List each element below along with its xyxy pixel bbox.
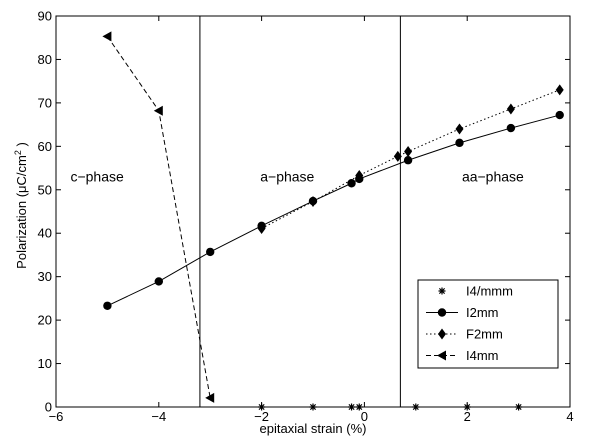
- legend-item-i4mm: I4mm: [426, 348, 499, 363]
- x-tick-label: −2: [254, 409, 269, 424]
- series-line-i2mm: [107, 114, 560, 307]
- data-point-i2mm: [347, 179, 356, 188]
- y-axis-label-main: Polarization (μC/cm: [14, 155, 29, 269]
- data-point-i2mm: [154, 277, 163, 286]
- legend-label-f2mm: F2mm: [466, 327, 503, 342]
- legend: I4/mmm I2mm F2mm I4mm: [417, 279, 559, 369]
- legend-item-f2mm: F2mm: [426, 327, 503, 342]
- data-point-i4mm: [102, 31, 112, 42]
- y-tick-label: 90: [38, 9, 52, 24]
- series-i2mm: [103, 110, 564, 310]
- y-tick-label: 70: [38, 95, 52, 110]
- data-point-i4-mmm: [412, 403, 420, 411]
- data-point-f2mm: [309, 196, 317, 208]
- x-tick-label: −4: [151, 409, 166, 424]
- data-point-i2mm: [103, 301, 112, 310]
- phase-label: c−phase: [70, 169, 124, 185]
- y-axis-label-superscript: 2: [13, 150, 23, 155]
- legend-marker-f2mm: [438, 328, 446, 340]
- legend-marker-i4mm: [437, 350, 446, 361]
- data-point-f2mm: [257, 222, 266, 234]
- data-point-i4mm: [153, 105, 163, 116]
- series-i4-mmm: [258, 403, 523, 411]
- series-line-i4mm: [106, 36, 211, 398]
- data-point-i4-mmm: [348, 403, 356, 411]
- y-axis-label: Polarization (μC/cm2 ): [13, 142, 29, 269]
- data-point-i2mm: [455, 138, 464, 148]
- data-point-i4-mmm: [463, 403, 471, 411]
- y-tick-label: 10: [38, 356, 52, 371]
- data-point-f2mm: [355, 169, 364, 181]
- data-point-f2mm: [404, 146, 413, 158]
- x-tick-label: 2: [464, 409, 471, 424]
- legend-label-i4-mmm: I4/mmm: [466, 284, 513, 299]
- data-point-i4-mmm: [258, 403, 266, 411]
- y-tick-label: 80: [38, 52, 52, 67]
- y-tick-label: 0: [45, 400, 52, 415]
- y-tick-label: 40: [38, 226, 52, 241]
- y-tick-label: 60: [38, 139, 52, 154]
- y-axis-label-close: ): [14, 142, 29, 150]
- data-point-i2mm: [555, 110, 564, 120]
- legend-item-i2mm: I2mm: [426, 305, 499, 320]
- legend-marker-i4-mmm: [438, 287, 446, 295]
- data-point-i4-mmm: [309, 403, 317, 411]
- legend-marker-i2mm: [437, 308, 447, 317]
- y-tick-label: 50: [38, 182, 52, 197]
- phase-label: a−phase: [260, 169, 314, 185]
- x-axis-label: epitaxial strain (%): [260, 421, 367, 436]
- data-point-i4-mmm: [355, 403, 363, 411]
- data-point-f2mm: [555, 84, 564, 96]
- series-i4mm: [102, 31, 215, 403]
- x-tick-label: 4: [566, 409, 573, 424]
- data-point-f2mm: [506, 103, 515, 115]
- x-tick-label: −6: [49, 409, 64, 424]
- legend-item-i4-mmm: I4/mmm: [438, 284, 513, 299]
- data-point-i2mm: [506, 123, 516, 133]
- legend-label-i4mm: I4mm: [466, 348, 499, 363]
- y-tick-label: 30: [38, 269, 52, 284]
- data-point-f2mm: [455, 123, 464, 135]
- chart-text: epitaxial strain (%) Polarization (μC/cm…: [13, 142, 366, 436]
- data-point-f2mm: [393, 150, 402, 162]
- data-point-i4-mmm: [515, 403, 523, 411]
- data-point-i2mm: [403, 156, 413, 165]
- x-tick-label: 0: [361, 409, 368, 424]
- legend-label-i2mm: I2mm: [466, 305, 499, 320]
- y-tick-label: 20: [38, 313, 52, 328]
- data-point-i4mm: [205, 392, 215, 403]
- phase-label: aa−phase: [462, 169, 524, 185]
- series-f2mm: [257, 84, 564, 234]
- data-point-i2mm: [206, 247, 215, 257]
